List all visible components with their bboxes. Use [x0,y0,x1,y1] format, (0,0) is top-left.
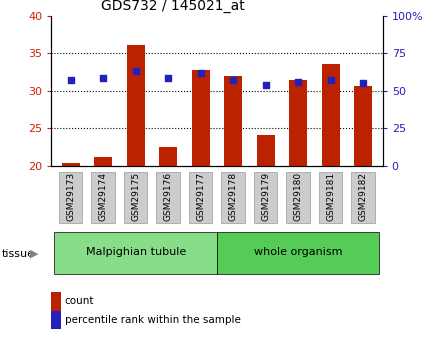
Text: GSM29180: GSM29180 [294,171,303,221]
Point [165,75,172,81]
Point [197,71,204,76]
Point [67,77,74,83]
Point [262,83,269,88]
FancyBboxPatch shape [352,171,375,223]
Bar [94,157,112,166]
FancyBboxPatch shape [92,171,115,223]
Text: count: count [65,296,94,306]
FancyBboxPatch shape [319,171,342,223]
Text: GSM29177: GSM29177 [196,171,205,221]
Point [327,77,334,83]
Text: GSM29179: GSM29179 [261,171,270,221]
Text: tissue: tissue [2,249,35,258]
Text: Malpighian tubule: Malpighian tubule [85,247,186,257]
Bar [354,86,372,166]
FancyBboxPatch shape [157,171,180,223]
Text: GSM29182: GSM29182 [359,171,368,221]
Point [100,75,107,81]
Text: GSM29178: GSM29178 [229,171,238,221]
FancyBboxPatch shape [59,171,82,223]
Point [230,77,237,82]
Text: GDS732 / 145021_at: GDS732 / 145021_at [101,0,245,13]
FancyBboxPatch shape [254,171,277,223]
FancyBboxPatch shape [54,232,217,274]
Text: ▶: ▶ [30,249,39,258]
Text: GSM29175: GSM29175 [131,171,140,221]
Bar [257,135,275,166]
Point [360,80,367,86]
FancyBboxPatch shape [189,171,212,223]
Bar [62,163,80,166]
Text: GSM29174: GSM29174 [99,171,108,221]
Point [295,79,302,84]
Text: GSM29176: GSM29176 [164,171,173,221]
Text: GSM29173: GSM29173 [66,171,75,221]
Text: GSM29181: GSM29181 [326,171,335,221]
Text: percentile rank within the sample: percentile rank within the sample [65,315,240,325]
Text: whole organism: whole organism [254,247,343,257]
Bar [322,64,340,166]
Point [132,68,139,74]
Bar [224,76,242,166]
FancyBboxPatch shape [287,171,310,223]
Bar [192,70,210,166]
FancyBboxPatch shape [124,171,147,223]
Bar [289,80,307,166]
FancyBboxPatch shape [217,232,380,274]
Bar [127,45,145,166]
Bar [159,147,177,166]
FancyBboxPatch shape [222,171,245,223]
